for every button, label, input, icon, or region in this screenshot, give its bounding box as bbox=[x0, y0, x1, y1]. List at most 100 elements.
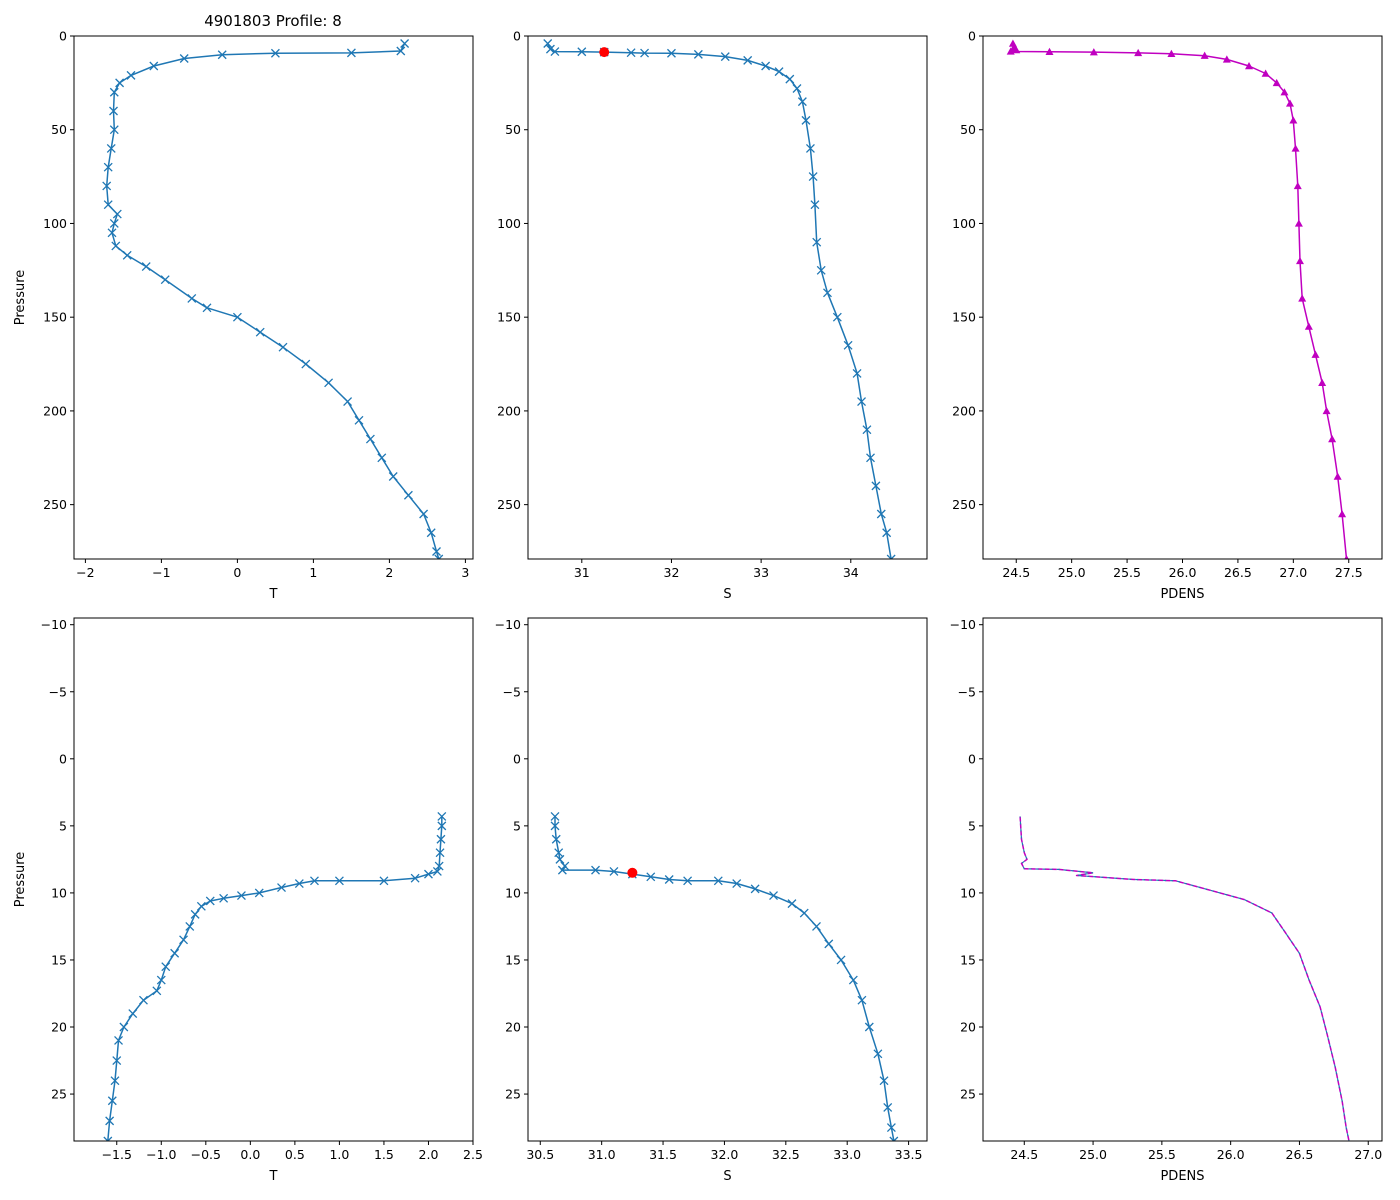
data-point bbox=[852, 368, 862, 378]
data-point bbox=[434, 861, 444, 871]
data-point bbox=[876, 509, 886, 519]
data-point bbox=[354, 415, 364, 425]
y-tick-label: 0 bbox=[968, 751, 976, 766]
data-point bbox=[160, 275, 170, 285]
data-point bbox=[693, 49, 703, 59]
axes-frame bbox=[73, 617, 474, 1142]
data-point bbox=[785, 74, 795, 84]
data-point bbox=[720, 52, 730, 62]
x-tick-label: 25.0 bbox=[1079, 1147, 1107, 1162]
x-tick-label: 27.5 bbox=[1335, 565, 1363, 580]
x-tick-label: 25.5 bbox=[1148, 1147, 1176, 1162]
x-tick-label: 1.0 bbox=[329, 1147, 349, 1162]
data-point bbox=[232, 312, 242, 322]
data-point bbox=[255, 327, 265, 337]
data-point bbox=[109, 125, 119, 135]
y-tick-label: 100 bbox=[43, 216, 67, 231]
x-tick-label: 26.5 bbox=[1286, 1147, 1314, 1162]
data-point bbox=[713, 876, 723, 886]
x-axis-label: T bbox=[269, 587, 278, 602]
x-tick-label: 26.5 bbox=[1224, 565, 1252, 580]
data-point bbox=[626, 48, 636, 58]
x-tick-label: 31.5 bbox=[649, 1147, 677, 1162]
subplot-t-zoom: −1.5 −1.0 −0.5 0.0 0.5 1.0 1.5 2.0 2.5 −10 −5 0 5 10 1… bbox=[13, 617, 483, 1184]
x-axis-label: T bbox=[269, 1169, 278, 1184]
data-point bbox=[732, 879, 742, 888]
y-tick-label: 200 bbox=[952, 403, 976, 418]
data-point bbox=[873, 1049, 883, 1059]
data-point bbox=[787, 899, 797, 909]
data-point bbox=[436, 834, 446, 844]
data-point bbox=[551, 834, 561, 844]
data-point bbox=[379, 876, 389, 886]
data-point bbox=[111, 241, 121, 251]
y-tick-label: 150 bbox=[43, 310, 67, 325]
data-point bbox=[278, 342, 288, 352]
data-point bbox=[377, 453, 387, 463]
data-point bbox=[310, 876, 319, 886]
data-point bbox=[190, 909, 200, 919]
x-tick-label: 27.0 bbox=[1354, 1147, 1382, 1162]
x-tick-label: 33.5 bbox=[895, 1147, 923, 1162]
data-point bbox=[886, 1123, 896, 1133]
data-point bbox=[1200, 51, 1209, 59]
series-s-zoom-0 bbox=[550, 812, 899, 1141]
y-tick-label: 10 bbox=[960, 885, 976, 900]
x-axis-label: S bbox=[723, 587, 731, 602]
y-tick-label: 10 bbox=[51, 885, 67, 900]
data-point bbox=[396, 46, 406, 56]
axes-frame bbox=[527, 617, 928, 1142]
x-tick-label: 32 bbox=[664, 565, 680, 580]
data-point bbox=[294, 879, 304, 888]
data-point bbox=[857, 397, 867, 406]
data-point bbox=[1293, 181, 1302, 190]
data-point bbox=[882, 528, 892, 538]
data-point bbox=[105, 1116, 115, 1126]
data-point bbox=[346, 48, 356, 58]
axes-frame bbox=[527, 35, 928, 560]
data-point bbox=[365, 434, 375, 444]
data-point bbox=[1338, 510, 1347, 518]
x-tick-label: 26.0 bbox=[1217, 1147, 1245, 1162]
data-point bbox=[609, 866, 619, 876]
x-tick-label: 25.5 bbox=[1113, 565, 1141, 580]
x-tick-label: 25.0 bbox=[1058, 565, 1086, 580]
data-point bbox=[187, 293, 197, 303]
x-tick-label: −1.5 bbox=[102, 1147, 132, 1162]
data-point bbox=[419, 509, 429, 519]
data-point bbox=[432, 547, 441, 556]
y-tick-label: 25 bbox=[505, 1087, 521, 1102]
data-point bbox=[437, 812, 447, 821]
data-point bbox=[107, 1096, 117, 1106]
data-point bbox=[277, 883, 286, 893]
data-point bbox=[1328, 435, 1337, 443]
series-line bbox=[105, 43, 440, 559]
data-point bbox=[119, 1022, 129, 1032]
data-point bbox=[435, 848, 445, 858]
data-point bbox=[1333, 472, 1342, 480]
y-tick-label: 25 bbox=[960, 1087, 976, 1102]
data-point bbox=[1261, 69, 1270, 77]
x-tick-label: 0.5 bbox=[285, 1147, 305, 1162]
data-point bbox=[1344, 555, 1349, 559]
data-point bbox=[792, 84, 802, 93]
x-tick-label: −1 bbox=[152, 565, 170, 580]
data-point bbox=[866, 453, 875, 463]
y-tick-label: −10 bbox=[495, 617, 521, 632]
mld-marker bbox=[599, 47, 610, 58]
axes-frame bbox=[73, 35, 474, 560]
data-point bbox=[555, 854, 565, 864]
data-point bbox=[217, 50, 227, 60]
data-point bbox=[115, 78, 125, 88]
x-tick-label: 0 bbox=[233, 565, 241, 580]
x-tick-label: 0.0 bbox=[240, 1147, 260, 1162]
data-point bbox=[879, 1076, 889, 1086]
data-point bbox=[106, 144, 116, 153]
data-point bbox=[1089, 48, 1098, 56]
data-point bbox=[883, 1103, 893, 1112]
y-tick-label: 50 bbox=[505, 122, 521, 137]
data-point bbox=[1318, 378, 1327, 386]
data-point bbox=[1280, 88, 1289, 96]
